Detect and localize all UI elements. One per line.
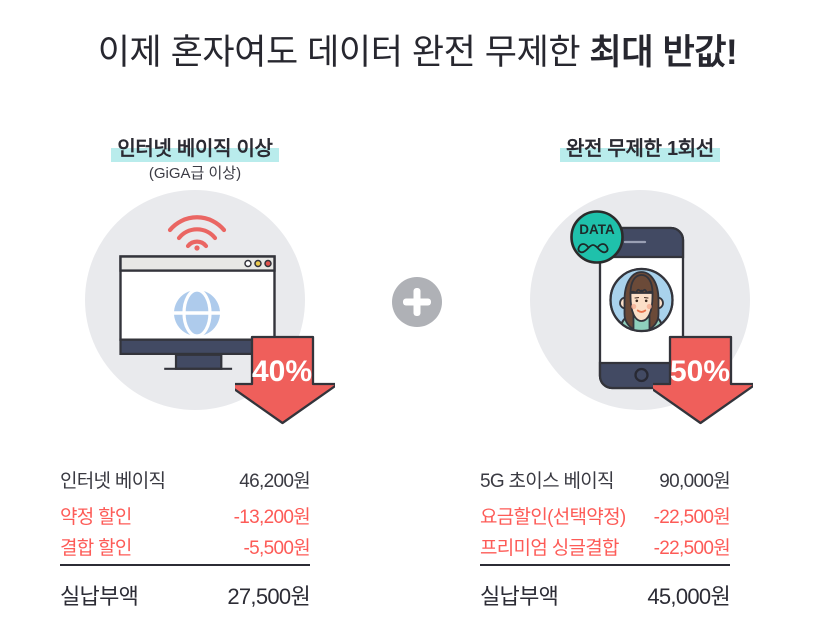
- svg-text:40%: 40%: [252, 355, 312, 388]
- svg-text:DATA: DATA: [579, 222, 615, 237]
- svg-text:50%: 50%: [670, 355, 730, 388]
